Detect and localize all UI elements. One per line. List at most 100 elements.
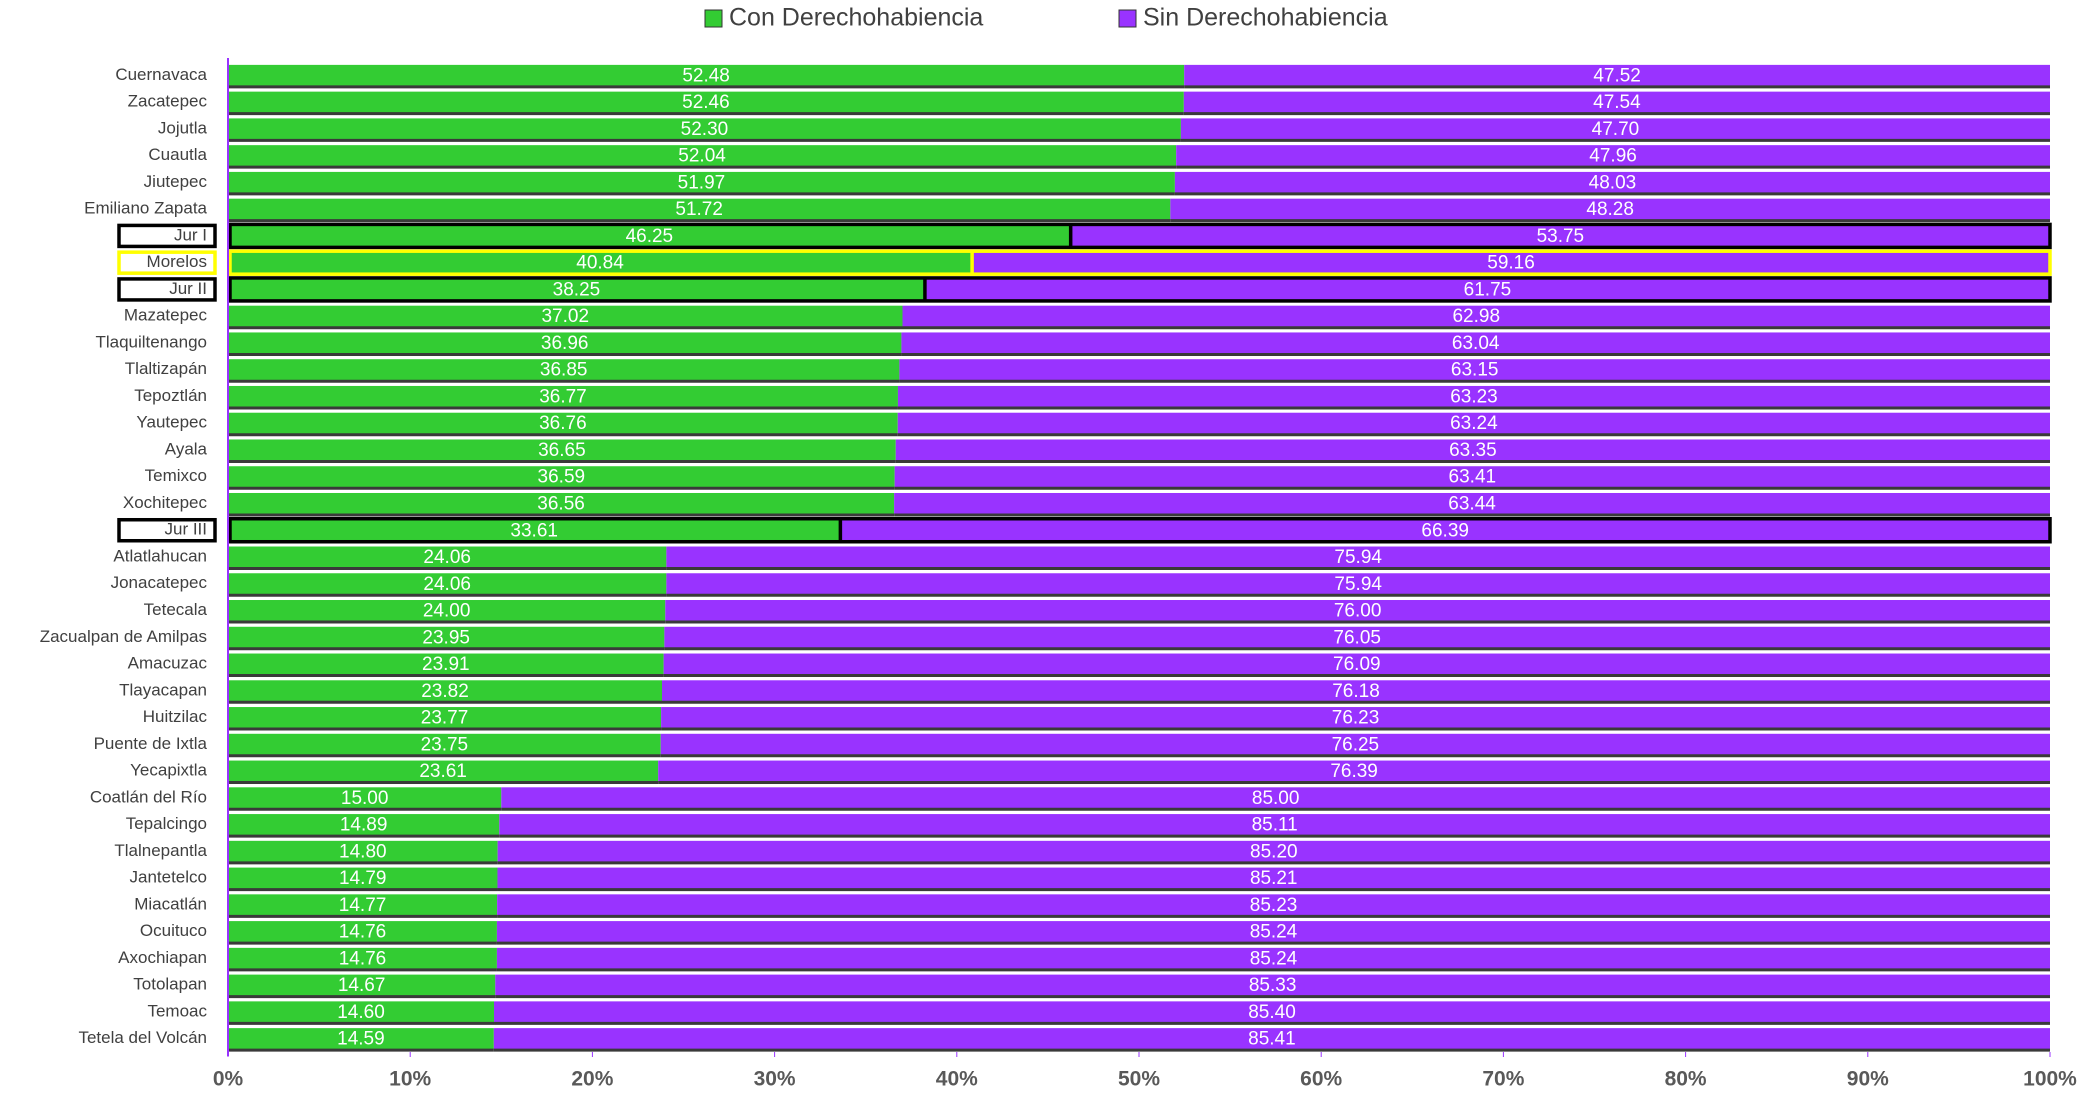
bar-segment (501, 787, 2050, 809)
bar-segment (1174, 171, 2050, 193)
y-tick-label: Yecapixtla (130, 761, 207, 780)
bar-segment (1070, 225, 2050, 247)
data-label: 14.60 (337, 1002, 385, 1023)
data-label: 14.77 (339, 895, 387, 916)
data-label: 37.02 (541, 306, 589, 327)
data-label: 33.61 (510, 520, 558, 541)
data-label: 36.76 (539, 413, 587, 434)
y-tick-label: Atlatlahucan (113, 546, 207, 565)
y-tick-label: Morelos (147, 252, 207, 271)
highlight-box (228, 516, 2052, 544)
bar-segment (228, 305, 903, 327)
bar-segment (228, 91, 1184, 113)
data-label: 85.40 (1248, 1002, 1296, 1023)
legend-label: Con Derechohabiencia (729, 4, 983, 32)
data-label: 47.96 (1589, 146, 1637, 167)
x-tick-label: 50% (1118, 1068, 1160, 1091)
data-label: 85.11 (1252, 815, 1298, 836)
bar-segment (228, 118, 1181, 140)
bar-segment (228, 974, 496, 996)
y-tick-label: Coatlán del Río (90, 787, 207, 806)
data-label: 14.89 (340, 815, 388, 836)
data-label: 63.44 (1448, 494, 1496, 515)
data-label: 14.67 (338, 975, 386, 996)
data-label: 36.96 (541, 333, 589, 354)
y-tick-label: Ocuituco (140, 921, 207, 940)
bar-segment (228, 466, 895, 488)
bar-segment (901, 332, 2051, 354)
bar-segment (228, 600, 666, 622)
bar-segment (228, 840, 498, 862)
bar-segment (894, 492, 2050, 514)
data-label: 61.75 (1464, 279, 1512, 300)
data-label: 14.59 (337, 1029, 385, 1050)
y-tick-label: Totolapan (133, 975, 207, 994)
bar-segment (228, 252, 973, 274)
data-label: 63.35 (1449, 440, 1497, 461)
bar-segment (924, 278, 2050, 300)
data-label: 52.30 (681, 119, 729, 140)
data-label: 24.06 (423, 547, 471, 568)
y-tick-label: Jantetelco (130, 868, 208, 887)
bar-segment (497, 894, 2051, 916)
highlight-label-box (117, 250, 217, 275)
data-label: 76.25 (1332, 734, 1380, 755)
bar-segment (228, 733, 661, 755)
data-label: 51.97 (678, 172, 726, 193)
x-tick-label: 80% (1665, 1068, 1707, 1091)
bar-segment (497, 840, 2050, 862)
data-label: 63.24 (1450, 413, 1498, 434)
y-tick-label: Tepoztlán (134, 386, 207, 405)
highlight-label-box (117, 223, 217, 249)
y-tick-label: Xochitepec (123, 493, 208, 512)
legend-label: Sin Derechohabiencia (1143, 4, 1388, 32)
bar-segment (228, 787, 502, 809)
bar-segment (228, 145, 1177, 167)
y-tick-label: Jur I (174, 225, 207, 244)
data-label: 47.70 (1592, 119, 1640, 140)
data-label: 23.91 (422, 654, 470, 675)
bar-segment (666, 546, 2050, 568)
data-label: 40.84 (576, 253, 624, 274)
bar-segment (228, 332, 902, 354)
bar-segment (228, 894, 498, 916)
data-label: 76.05 (1333, 627, 1381, 648)
x-tick-label: 40% (936, 1068, 978, 1091)
bar-segment (228, 359, 900, 381)
bar-segment (228, 653, 664, 675)
y-tick-label: Tetela del Volcán (78, 1028, 207, 1047)
bar-segment (228, 707, 662, 729)
data-label: 76.09 (1333, 654, 1381, 675)
bar-segment (228, 492, 895, 514)
data-label: 36.85 (540, 360, 588, 381)
data-label: 75.94 (1334, 574, 1382, 595)
data-label: 76.18 (1332, 681, 1380, 702)
bar-segment (228, 573, 667, 595)
bar-segment (228, 867, 498, 889)
y-tick-label: Jiutepec (144, 172, 208, 191)
data-label: 36.77 (539, 386, 587, 407)
bar-segment (895, 439, 2051, 461)
y-tick-label: Tlaquiltenango (95, 332, 207, 351)
y-tick-label: Cuautla (148, 145, 207, 164)
bar-segment (228, 814, 500, 836)
data-label: 75.94 (1334, 547, 1382, 568)
bar-segment (902, 305, 2050, 327)
bar-segment (658, 760, 2050, 782)
bar-segment (661, 707, 2051, 729)
data-label: 63.41 (1449, 467, 1497, 488)
data-label: 59.16 (1487, 253, 1535, 274)
y-tick-label: Jonacatepec (111, 573, 208, 592)
legend-swatch (1118, 9, 1137, 28)
data-label: 76.39 (1330, 761, 1378, 782)
data-label: 23.95 (422, 627, 470, 648)
data-label: 63.04 (1452, 333, 1500, 354)
y-tick-label: Puente de Ixtla (94, 734, 208, 753)
bar-segment (1176, 145, 2050, 167)
data-label: 85.33 (1249, 975, 1297, 996)
bar-segment (228, 519, 841, 541)
data-label: 23.77 (421, 708, 469, 729)
bar-segment (228, 626, 665, 648)
x-tick-label: 60% (1300, 1068, 1342, 1091)
